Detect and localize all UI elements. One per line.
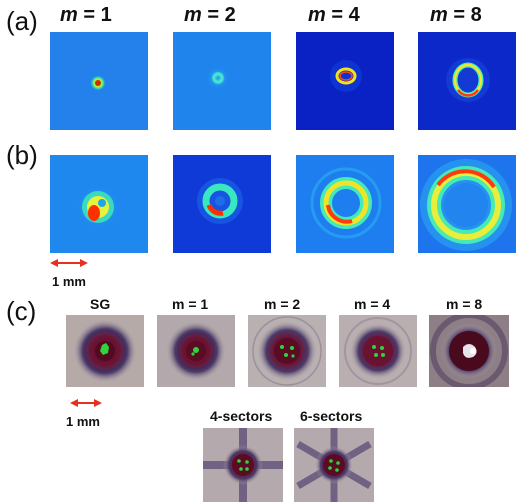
beam-image-b-m4 bbox=[296, 155, 394, 253]
scale-arrow-c bbox=[70, 399, 102, 407]
mask-image-m1 bbox=[157, 315, 235, 387]
header-6-sectors: 6-sectors bbox=[300, 408, 363, 424]
beam-image-a-m8 bbox=[418, 32, 516, 130]
panel-label-a: (a) bbox=[6, 6, 38, 36]
beam-image-a-m1 bbox=[50, 32, 148, 130]
mask-image-m8 bbox=[429, 315, 509, 387]
beam-image-a-m2 bbox=[173, 32, 271, 130]
mask-image-m4 bbox=[339, 315, 417, 387]
header-m4: m = 4 bbox=[308, 4, 360, 26]
scale-label-c: 1 mm bbox=[66, 414, 100, 429]
scale-label-b: 1 mm bbox=[52, 274, 86, 289]
mask-image-4-sectors bbox=[203, 428, 283, 502]
beam-image-b-m1 bbox=[50, 155, 148, 253]
header-c-m2: m = 2 bbox=[264, 296, 301, 312]
header-c-m4: m = 4 bbox=[354, 296, 391, 312]
header-m1: m = 1 bbox=[60, 4, 112, 26]
scale-arrow-b bbox=[50, 259, 88, 267]
header-c-m8: m = 8 bbox=[446, 296, 483, 312]
beam-image-b-m2 bbox=[173, 155, 271, 253]
beam-image-b-m8 bbox=[418, 155, 516, 253]
mask-image-m2 bbox=[248, 315, 326, 387]
header-sg: SG bbox=[90, 296, 111, 312]
header-m8: m = 8 bbox=[430, 4, 482, 26]
panel-label-b: (b) bbox=[6, 140, 38, 170]
mask-image-sg bbox=[66, 315, 144, 387]
header-c-m1: m = 1 bbox=[172, 296, 209, 312]
mask-image-6-sectors bbox=[294, 428, 374, 502]
header-4-sectors: 4-sectors bbox=[210, 408, 273, 424]
header-m2: m = 2 bbox=[184, 4, 236, 26]
beam-image-a-m4 bbox=[296, 32, 394, 130]
panel-label-c: (c) bbox=[6, 296, 37, 326]
